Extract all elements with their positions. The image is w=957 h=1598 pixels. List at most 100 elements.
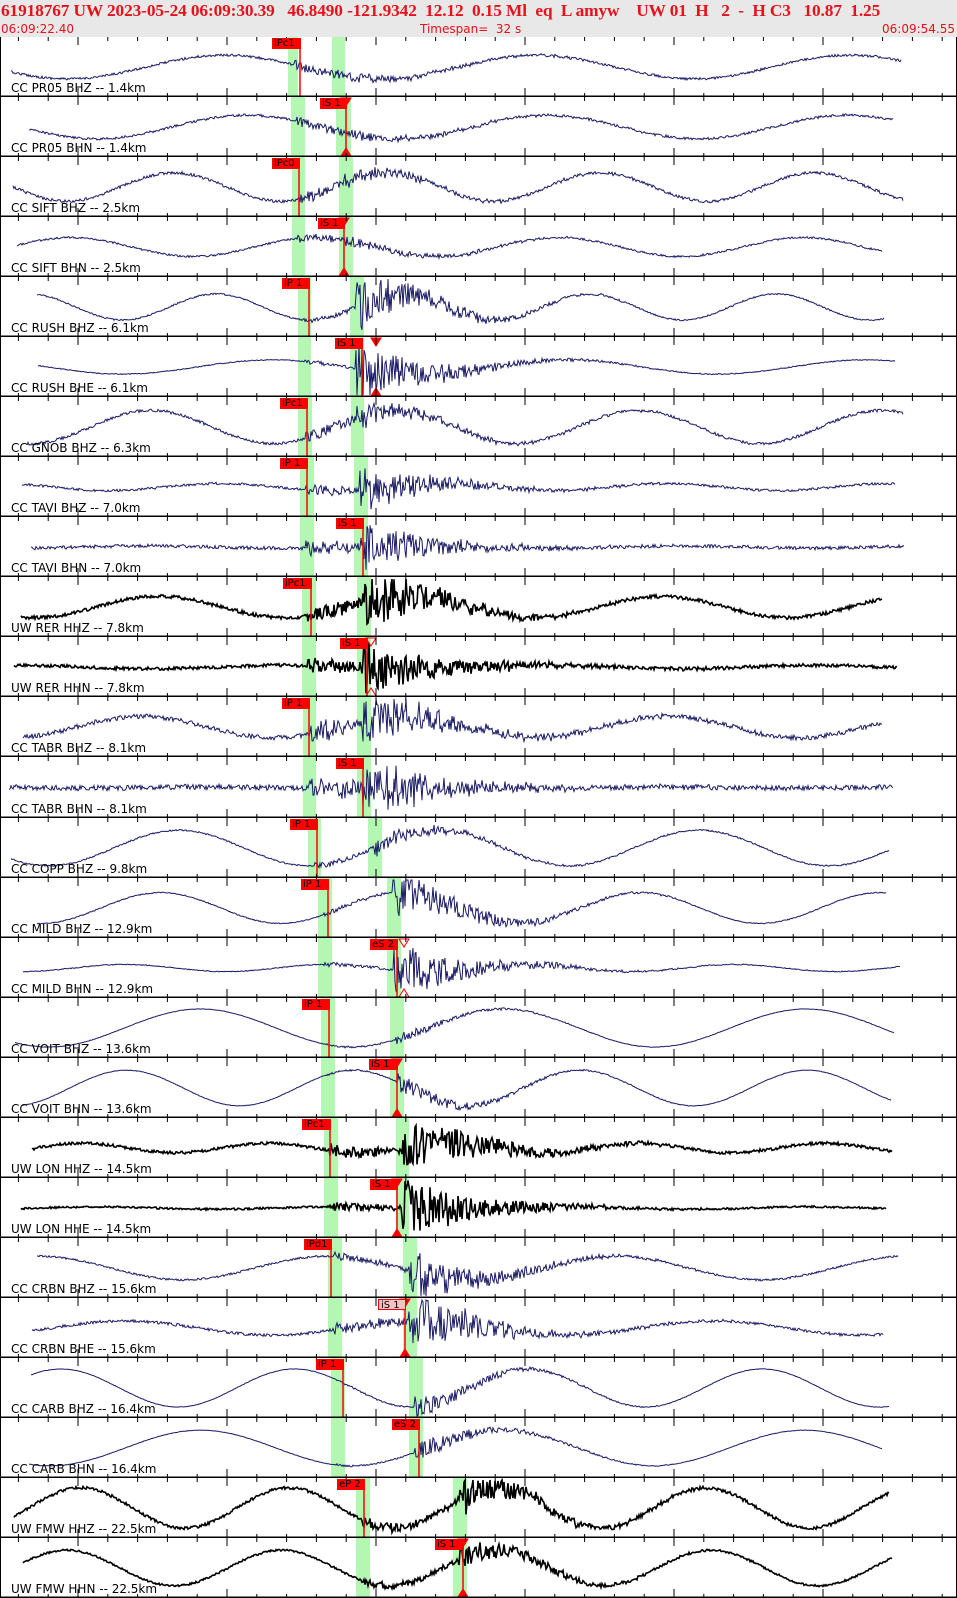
station-label: CC PR05 BHZ -- 1.4km <box>11 81 146 95</box>
trace-row[interactable]: iS 1 UW FMW HHN -- 22.5km <box>1 1538 956 1598</box>
station-label: CC CARB BHZ -- 16.4km <box>11 1402 156 1416</box>
trace-row[interactable]: iPc0 CC SIFT BHZ -- 2.5km <box>1 157 956 217</box>
p-window-band <box>318 938 332 998</box>
trace-row[interactable]: iS 1 CC TAVI BHN -- 7.0km <box>1 517 956 577</box>
seismic-waveform <box>21 1068 892 1112</box>
seismic-waveform <box>10 52 902 84</box>
trace-row[interactable]: eS 2 CC MILD BHN -- 12.9km <box>1 938 956 998</box>
waveform-plot[interactable] <box>1 457 956 517</box>
trace-row[interactable]: iS 1 CC RUSH BHE -- 6.1km <box>1 337 956 397</box>
p-window-band <box>298 337 311 397</box>
waveform-plot[interactable] <box>1 1298 956 1358</box>
waveform-plot[interactable] <box>1 397 956 457</box>
pick-label[interactable]: eS 2 <box>392 1419 420 1430</box>
trace-row[interactable]: iPc1 UW RER HHZ -- 7.8km <box>1 577 956 637</box>
waveform-plot[interactable] <box>1 1358 956 1418</box>
pick-label[interactable]: eP 2 <box>337 1479 365 1490</box>
waveform-plot[interactable] <box>1 1478 956 1538</box>
waveform-plot[interactable] <box>1 277 956 337</box>
trace-row[interactable]: iPc1 CC PR05 BHZ -- 1.4km <box>1 37 956 97</box>
pick-label[interactable]: iPc1 <box>272 38 301 49</box>
pick-label[interactable]: iP 1 <box>282 698 310 709</box>
pick-label[interactable]: iPd1 <box>304 1239 332 1250</box>
trace-row[interactable]: iP 1 CC TABR BHZ -- 8.1km <box>1 697 956 757</box>
pick-label[interactable]: iS 1 <box>336 758 364 769</box>
waveform-plot[interactable] <box>1 697 956 757</box>
trace-row[interactable]: iP 1 CC TAVI BHZ -- 7.0km <box>1 457 956 517</box>
trace-row[interactable]: iP 1 CC COPP BHZ -- 9.8km <box>1 818 956 878</box>
p-window-band <box>321 1058 335 1118</box>
trace-row[interactable]: iS 1 CC TABR BHN -- 8.1km <box>1 757 956 818</box>
pick-label[interactable]: iP 1 <box>316 1359 344 1370</box>
station-label: CC MILD BHN -- 12.9km <box>11 982 154 996</box>
pick-label[interactable]: iS 1 <box>340 638 368 649</box>
station-label: CC MILD BHZ -- 12.9km <box>11 922 153 936</box>
pick-arrow-down-icon <box>398 938 410 948</box>
trace-row[interactable]: iP 1 CC RUSH BHZ -- 6.1km <box>1 277 956 337</box>
pick-label[interactable]: iP 1 <box>280 458 308 469</box>
pick-label[interactable]: iS 1 <box>369 1059 398 1070</box>
pick-label[interactable]: iP 1 <box>290 819 318 830</box>
pick-label[interactable]: iP 1 <box>301 879 329 890</box>
pick-label[interactable]: iS 1 <box>370 1179 398 1190</box>
pick-label[interactable]: iS 1 <box>335 338 363 349</box>
trace-row[interactable]: eP 2 UW FMW HHZ -- 22.5km <box>1 1478 956 1538</box>
s-window-band <box>368 818 382 878</box>
station-label: CC VOIT BHN -- 13.6km <box>11 1102 152 1116</box>
pick-label[interactable]: iS 1 <box>435 1539 464 1550</box>
pick-label[interactable]: iS 1 <box>318 218 345 229</box>
pick-label[interactable]: iPc0 <box>272 158 300 169</box>
trace-row[interactable]: iPc1 CC GNOB BHZ -- 6.3km <box>1 397 956 457</box>
seismic-waveform <box>20 578 883 626</box>
s-window-band <box>351 397 364 457</box>
waveform-plot[interactable] <box>1 337 956 397</box>
event-summary: 61918767 UW 2023-05-24 06:09:30.39 46.84… <box>1 1 881 20</box>
waveform-plot[interactable] <box>1 637 956 697</box>
waveform-plot[interactable] <box>1 1418 956 1478</box>
trace-row[interactable]: iS 1 UW LON HHE -- 14.5km <box>1 1178 956 1238</box>
waveform-plot[interactable] <box>1 1178 956 1238</box>
seismic-waveform <box>12 167 904 205</box>
trace-row[interactable]: iP 1 CC CARB BHZ -- 16.4km <box>1 1358 956 1418</box>
trace-row[interactable]: iS 1 CC PR05 BHN -- 1.4km <box>1 97 956 157</box>
pick-label[interactable]: iS 1 <box>336 518 364 529</box>
pick-label[interactable]: iP 1 <box>302 999 330 1010</box>
station-label: UW LON HHE -- 14.5km <box>11 1222 152 1236</box>
trace-row[interactable]: iS 1 CC SIFT BHN -- 2.5km <box>1 217 956 277</box>
pick-label[interactable]: iS 1 <box>320 98 347 109</box>
waveform-plot[interactable] <box>1 1238 956 1298</box>
trace-row[interactable]: iP 1 CC VOIT BHZ -- 13.6km <box>1 998 956 1058</box>
trace-row[interactable]: eS 2 CC CARB BHN -- 16.4km <box>1 1418 956 1478</box>
waveform-plot[interactable] <box>1 938 956 998</box>
station-label: CC CRBN BHE -- 15.6km <box>11 1342 156 1356</box>
pick-label[interactable]: eS 2 <box>370 939 398 950</box>
s-window-band <box>332 37 345 97</box>
p-window-band <box>302 577 316 637</box>
station-label: CC CARB BHN -- 16.4km <box>11 1462 157 1476</box>
waveform-plot[interactable] <box>1 217 956 277</box>
trace-row[interactable]: iP 1 CC MILD BHZ -- 12.9km <box>1 878 956 938</box>
trace-row[interactable]: iPc1 UW LON HHZ -- 14.5km <box>1 1118 956 1178</box>
waveform-plot[interactable] <box>1 37 956 97</box>
waveform-plot[interactable] <box>1 1058 956 1118</box>
trace-row[interactable]: iS 1 UW RER HHN -- 7.8km <box>1 637 956 697</box>
waveform-plot[interactable] <box>1 517 956 577</box>
pick-label[interactable]: iPc1 <box>283 578 312 589</box>
pick-label[interactable]: iPc1 <box>302 1119 331 1130</box>
waveform-plot[interactable] <box>1 757 956 818</box>
waveform-plot[interactable] <box>1 818 956 878</box>
p-window-band <box>331 1358 345 1418</box>
waveform-plot[interactable] <box>1 577 956 637</box>
waveform-plot[interactable] <box>1 878 956 938</box>
seismogram-panel[interactable]: iPc1 CC PR05 BHZ -- 1.4km iS 1 CC PR05 BHN … <box>0 37 957 1598</box>
waveform-plot[interactable] <box>1 1118 956 1178</box>
p-window-band <box>331 1418 345 1478</box>
pick-label[interactable]: iS 1 <box>378 1299 406 1311</box>
pick-label[interactable]: iPc1 <box>280 398 308 409</box>
waveform-plot[interactable] <box>1 998 956 1058</box>
waveform-plot[interactable] <box>1 157 956 217</box>
trace-row[interactable]: iS 1 CC CRBN BHE -- 15.6km <box>1 1298 956 1358</box>
trace-row[interactable]: iS 1 CC VOIT BHN -- 13.6km <box>1 1058 956 1118</box>
pick-label[interactable]: iP 1 <box>282 278 310 289</box>
trace-row[interactable]: iPd1 CC CRBN BHZ -- 15.6km <box>1 1238 956 1298</box>
